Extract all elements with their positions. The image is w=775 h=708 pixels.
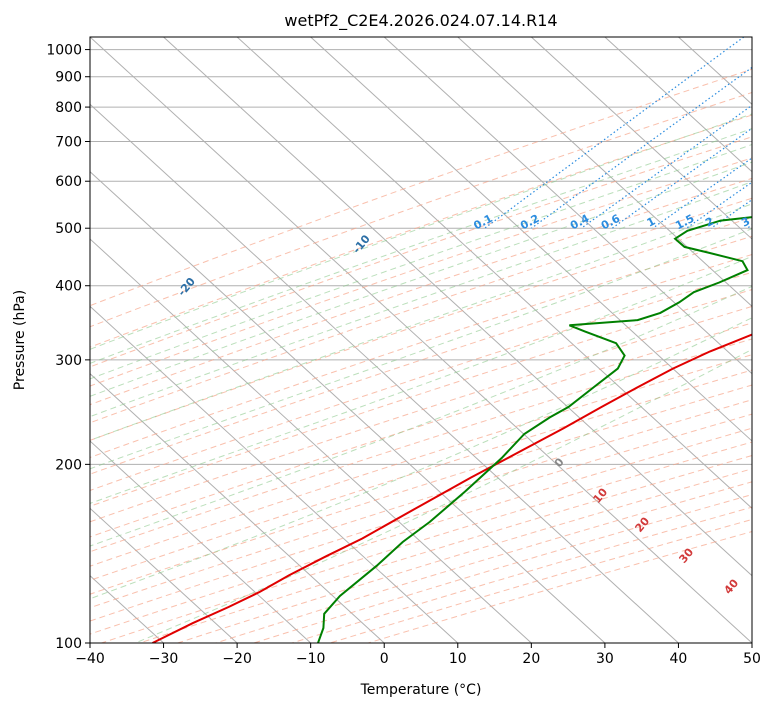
x-tick-label: 30 <box>596 651 614 667</box>
dry-adiabat <box>90 289 752 507</box>
y-tick-label: 600 <box>55 174 82 190</box>
dewpoint-trace <box>317 216 752 643</box>
x-tick-label: 20 <box>522 651 540 667</box>
moist-adiabat <box>90 181 752 418</box>
dry-adiabat <box>90 271 752 491</box>
isotherm-gridline <box>90 238 532 643</box>
isotherm-gridline <box>90 37 752 643</box>
x-tick-label: −40 <box>75 651 105 667</box>
dry-adiabat <box>90 235 752 459</box>
isotherm-gridline <box>90 440 312 643</box>
moist-adiabat <box>90 113 752 350</box>
mixing-ratio-line <box>581 104 752 229</box>
isotherm-gridline <box>604 37 752 173</box>
dry-adiabat <box>90 197 752 424</box>
y-tick-label: 700 <box>55 134 82 150</box>
temperature-trace <box>152 333 752 643</box>
y-tick-label: 1000 <box>46 43 82 59</box>
dry-adiabat <box>90 322 752 538</box>
y-tick-label: 500 <box>55 221 82 237</box>
isotherm-gridline <box>90 305 459 643</box>
x-tick-label: 0 <box>380 651 389 667</box>
x-tick-label: −20 <box>222 651 252 667</box>
dry-adiabat <box>90 338 752 553</box>
isotherm-gridline <box>90 103 679 643</box>
x-tick-label: −30 <box>149 651 179 667</box>
dry-adiabat <box>90 177 752 406</box>
dry-adiabat <box>90 305 752 523</box>
y-tick-label: 900 <box>55 70 82 86</box>
x-tick-label: 40 <box>670 651 688 667</box>
dry-adiabat <box>90 136 752 368</box>
x-tick-label: −10 <box>296 651 326 667</box>
isotherm-gridline <box>383 37 752 375</box>
isotherm-gridline <box>90 372 385 643</box>
chart-title: wetPf2_C2E4.2026.024.07.14.R14 <box>284 11 557 31</box>
y-axis-label: Pressure (hPa) <box>12 290 28 390</box>
mixing-ratio-line <box>611 127 752 229</box>
dry-adiabat <box>90 413 752 622</box>
moist-adiabat <box>90 255 752 504</box>
plot-frame <box>89 36 753 644</box>
y-tick-label: 200 <box>55 457 82 473</box>
y-tick-label: 100 <box>55 636 82 652</box>
y-tick-label: 300 <box>55 353 82 369</box>
isotherm-gridline <box>90 170 606 643</box>
x-tick-label: 10 <box>449 651 467 667</box>
dry-adiabat <box>329 518 752 643</box>
x-tick-label: 50 <box>743 651 761 667</box>
dry-adiabat <box>90 399 752 609</box>
y-tick-label: 400 <box>55 279 82 295</box>
dry-adiabat <box>90 427 752 635</box>
dry-adiabat <box>90 114 752 348</box>
x-axis-label: Temperature (°C) <box>360 682 482 698</box>
isotherm-gridline <box>457 37 752 308</box>
mixing-ratio-line <box>652 157 752 229</box>
moist-adiabat <box>90 161 752 397</box>
y-tick-label: 800 <box>55 100 82 116</box>
dry-adiabat <box>368 531 752 643</box>
dry-adiabat <box>90 157 752 387</box>
isotherm-gridline <box>236 37 752 510</box>
dry-adiabat <box>139 455 752 643</box>
dry-adiabat <box>101 441 752 643</box>
dry-adiabat <box>90 216 752 441</box>
isotherm-gridline <box>90 507 238 643</box>
isotherm-gridline <box>530 37 752 240</box>
dry-adiabat <box>90 384 752 595</box>
dry-adiabat <box>90 253 752 475</box>
mixing-ratio-line <box>484 37 745 229</box>
isotherm-gridline <box>751 37 752 38</box>
moist-adiabat <box>135 348 752 643</box>
